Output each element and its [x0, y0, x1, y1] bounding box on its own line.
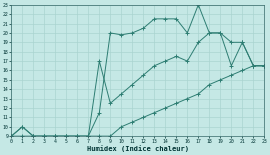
X-axis label: Humidex (Indice chaleur): Humidex (Indice chaleur) — [87, 145, 189, 152]
